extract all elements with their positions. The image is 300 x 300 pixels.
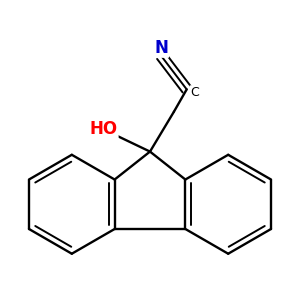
Text: HO: HO xyxy=(90,120,118,138)
Text: C: C xyxy=(190,86,199,99)
Text: N: N xyxy=(154,39,168,57)
